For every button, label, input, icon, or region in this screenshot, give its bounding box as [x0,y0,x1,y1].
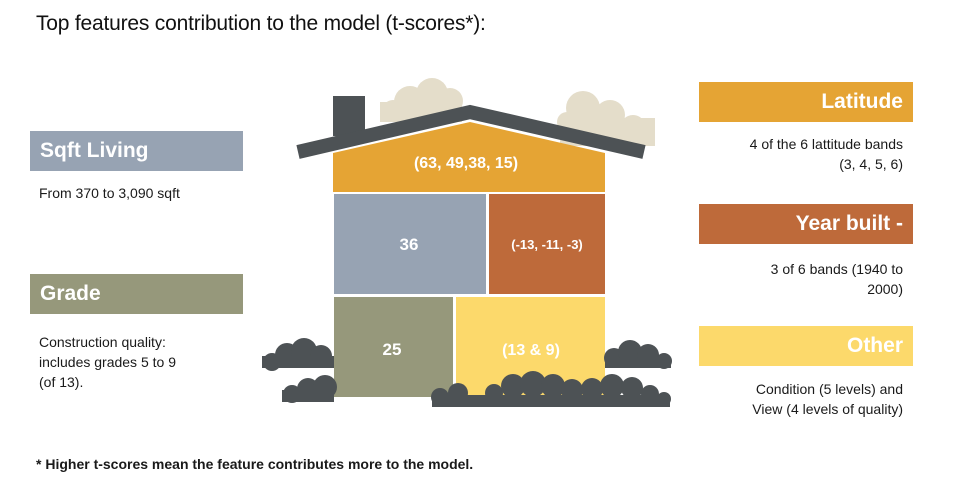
desc-other: Condition (5 levels) and View (4 levels … [752,379,903,419]
value-latitude: (63, 49,38, 15) [414,155,518,172]
block-year-built [489,194,605,294]
desc-grade: Construction quality: includes grades 5 … [39,332,176,392]
bushes-right [604,340,672,369]
block-sqft-living [334,194,486,294]
value-grade: 25 [383,340,402,359]
bushes-left [262,338,337,403]
desc-grade-line: includes grades 5 to 9 [39,354,176,370]
label-sqft-living: Sqft Living [30,131,243,171]
block-grade [334,297,453,397]
bushes-center [431,371,671,407]
label-latitude: Latitude [699,82,913,122]
gable-latitude [333,122,605,192]
label-grade: Grade [30,274,243,314]
value-year-built: (-13, -11, -3) [511,237,583,252]
desc-other-line: View (4 levels of quality) [752,401,903,417]
value-other: (13 & 9) [502,342,560,359]
desc-other-line: Condition (5 levels) and [755,381,903,397]
cloud-left [380,78,463,122]
chart-title: Top features contribution to the model (… [36,12,486,35]
desc-latitude: 4 of the 6 lattitude bands (3, 4, 5, 6) [750,134,903,174]
desc-grade-line: (of 13). [39,374,84,390]
desc-grade-line: Construction quality: [39,334,166,350]
desc-latitude-line: (3, 4, 5, 6) [839,156,903,172]
roof [296,104,646,159]
value-sqft-living: 36 [400,235,419,254]
label-year-built: Year built - [699,204,913,244]
desc-year-built: 3 of 6 bands (1940 to 2000) [771,259,903,299]
desc-latitude-line: 4 of the 6 lattitude bands [749,136,903,152]
footnote: * Higher t-scores mean the feature contr… [36,456,474,472]
label-other: Other [699,326,913,366]
desc-sqft-living: From 370 to 3,090 sqft [39,185,180,201]
desc-year-built-line: 2000) [867,281,903,297]
desc-year-built-line: 3 of 6 bands (1940 to [770,261,903,277]
chimney [333,96,365,136]
